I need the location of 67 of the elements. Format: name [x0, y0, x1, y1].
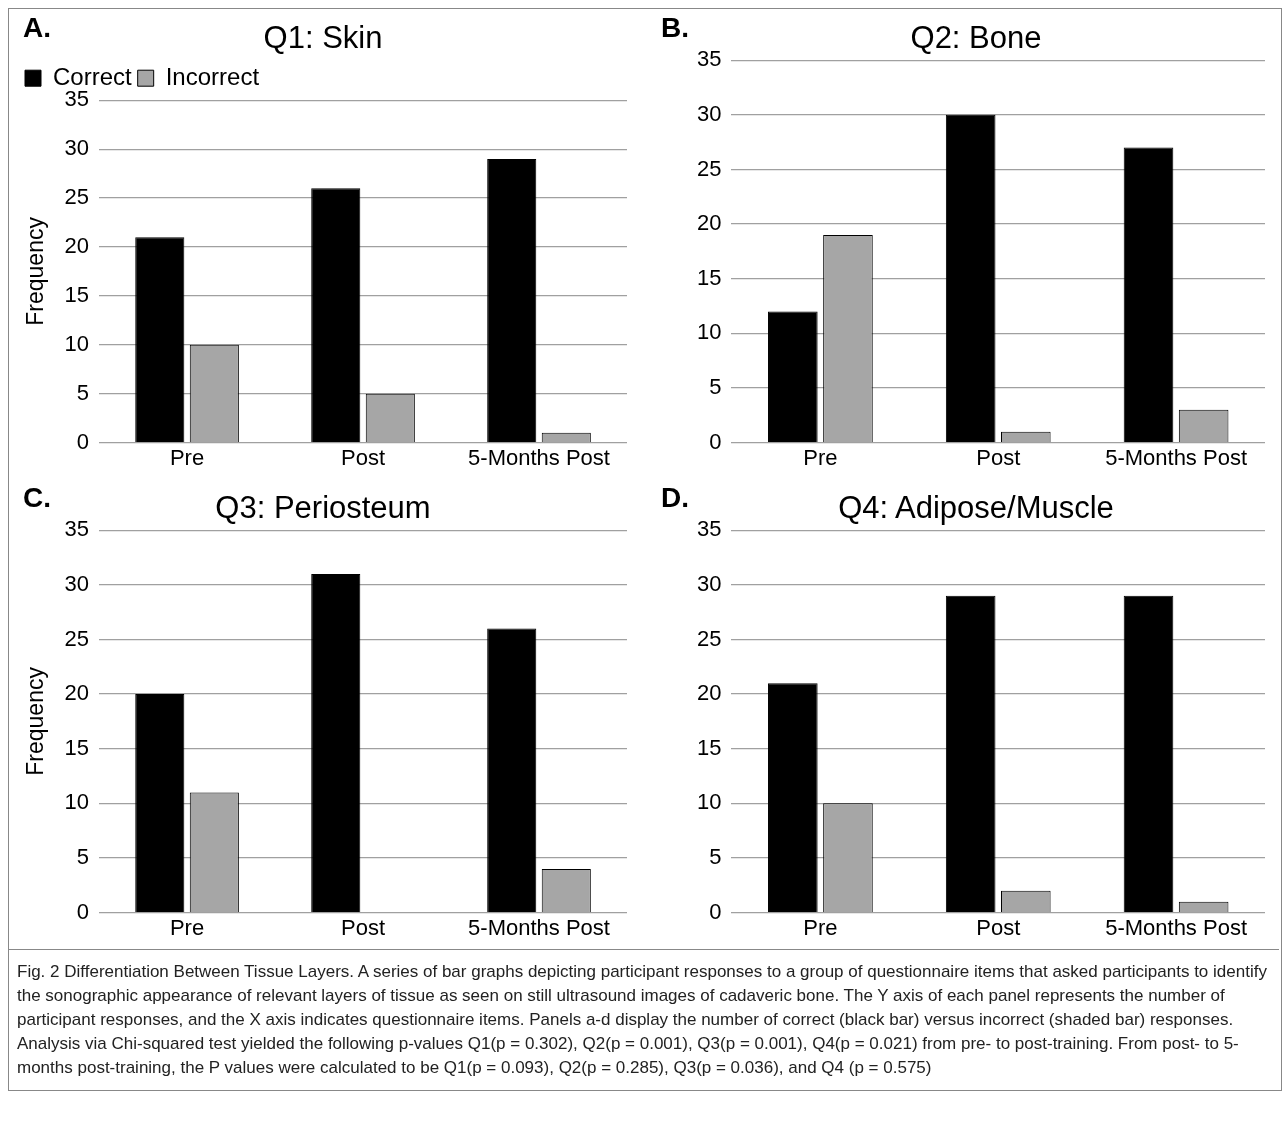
x-tick-label: Post	[341, 914, 386, 940]
bar	[768, 683, 818, 912]
y-tick-label: 5	[709, 374, 722, 400]
y-tick-label: 15	[696, 264, 722, 290]
bar	[487, 628, 537, 912]
chart-title: Q3: Periosteum	[215, 490, 431, 526]
text: C.	[23, 481, 51, 513]
y-tick-label: 30	[696, 570, 722, 596]
x-tick-label: Post	[976, 444, 1021, 470]
y-tick-label: 0	[76, 898, 90, 924]
y-tick-label: 15	[64, 734, 90, 760]
bar	[945, 114, 996, 442]
x-tick-label: Pre	[803, 444, 838, 470]
y-tick-label: 15	[696, 734, 722, 760]
y-tick-label: 35	[64, 516, 90, 542]
y-axis-title: Frequency	[22, 666, 49, 776]
y-tick-label: 10	[64, 789, 90, 815]
y-axis-title: Frequency	[22, 216, 49, 326]
y-tick-label: 25	[64, 625, 90, 651]
caption: Fig. 2 Differentiation Between Tissue Layers. A series of bar graphs depicting participant responses to a group of questionnaire items that asked participants to identify the sonographic appearance of relevant layers of tissue as seen on still ultrasound images of cadaveric bone. The Y axis of each panel represents the number of participant responses, and the X axis indicates questionnaire items. Panels a-d display the number of correct (black bar) versus incorrect (shaded bar) responses. Analysis via Chi-squared test yielded the following p-values Q1(p = 0.302), Q2(p = 0.001), Q3(p = 0.001), Q4(p = 0.021) from pre- to post-training. From post- to 5-months post-training, the P values were calculated to be Q1(p = 0.093), Q2(p = 0.285), Q3(p = 0.036), and Q4 (p = 0.575)	[17, 961, 1268, 1079]
text: B.	[661, 11, 689, 43]
x-tick-label: Pre	[169, 914, 205, 940]
x-tick-label: Pre	[803, 914, 838, 940]
bar	[135, 694, 185, 912]
y-tick-label: 35	[696, 46, 722, 72]
chart-title: Q4: Adipose/Muscle	[838, 490, 1114, 526]
legend-label: Incorrect	[165, 62, 260, 90]
y-tick-label: 5	[76, 379, 90, 405]
y-tick-label: 20	[64, 233, 90, 259]
y-tick-label: 25	[696, 155, 722, 181]
y-tick-label: 10	[696, 789, 722, 815]
bar	[487, 158, 537, 442]
x-tick-label: Post	[341, 444, 386, 470]
text: D.	[661, 481, 689, 513]
y-tick-label: 35	[696, 516, 722, 542]
chart-title: Q1: Skin	[263, 20, 383, 56]
text: A.	[23, 11, 51, 43]
bar	[135, 237, 185, 442]
chart-title: Q2: Bone	[910, 20, 1042, 56]
bar	[311, 188, 361, 442]
bar	[1123, 595, 1174, 912]
y-tick-label: 20	[696, 680, 722, 706]
x-tick-label: 5-Months Post	[468, 914, 610, 940]
y-tick-label: 25	[696, 625, 722, 651]
x-tick-label: 5-Months Post	[1105, 444, 1247, 470]
x-tick-label: 5-Months Post	[468, 444, 610, 470]
y-tick-label: 15	[64, 281, 90, 307]
y-tick-label: 30	[696, 100, 722, 126]
bar	[1123, 147, 1174, 442]
y-tick-label: 0	[76, 428, 90, 454]
bar	[768, 311, 818, 442]
y-tick-label: 20	[696, 210, 722, 236]
bar	[311, 573, 361, 912]
y-tick-label: 5	[76, 844, 90, 870]
y-tick-label: 25	[64, 184, 90, 210]
bar	[945, 595, 996, 912]
x-tick-label: Pre	[169, 444, 205, 470]
y-tick-label: 30	[64, 570, 90, 596]
y-tick-label: 20	[64, 680, 90, 706]
y-tick-label: 10	[696, 319, 722, 345]
x-tick-label: 5-Months Post	[1105, 914, 1247, 940]
y-tick-label: 0	[709, 428, 722, 454]
y-tick-label: 0	[709, 898, 722, 924]
y-tick-label: 30	[64, 135, 90, 161]
y-tick-label: 10	[64, 330, 90, 356]
y-tick-label: 5	[709, 844, 722, 870]
x-tick-label: Post	[976, 914, 1021, 940]
